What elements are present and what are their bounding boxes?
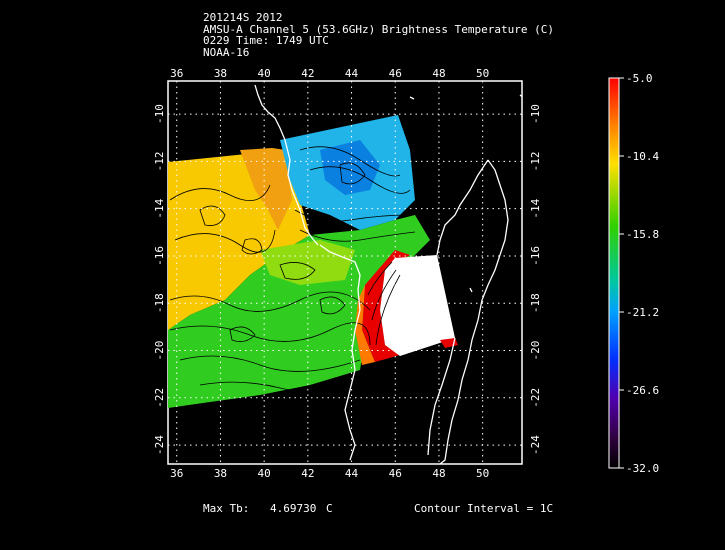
lon-tick-top: 38 [214, 67, 227, 80]
lon-tick-bottom: 48 [432, 467, 445, 480]
lon-tick-top: 40 [258, 67, 271, 80]
lon-tick-bottom: 42 [301, 467, 314, 480]
lon-tick-top: 36 [170, 67, 183, 80]
lat-tick-left: -12 [153, 151, 166, 171]
colorbar-label: -5.0 [626, 72, 653, 85]
coastlines [254, 84, 522, 464]
max-tb-unit: C [326, 502, 333, 515]
lon-tick-bottom: 40 [258, 467, 271, 480]
lon-tick-bottom: 44 [345, 467, 359, 480]
lat-tick-right: -24 [529, 435, 542, 455]
lon-tick-top: 48 [432, 67, 445, 80]
lat-tick-right: -14 [529, 198, 542, 218]
lat-tick-left: -10 [153, 104, 166, 124]
lat-tick-right: -12 [529, 151, 542, 171]
lon-tick-top: 42 [301, 67, 314, 80]
swath-orange-region [240, 148, 292, 230]
colorbar-labels: -5.0 -10.4 -15.8 -21.2 -26.6 -32.0 [619, 72, 659, 475]
contour-interval: Contour Interval = 1C [414, 502, 554, 515]
swath-darkblue-core [320, 140, 380, 195]
lon-tick-top: 44 [345, 67, 359, 80]
title-satellite: NOAA-16 [203, 45, 250, 59]
swath-green-region [168, 215, 430, 408]
lat-tick-right: -22 [529, 388, 542, 408]
colorbar-label: -26.6 [626, 384, 659, 397]
colorbar-label: -32.0 [626, 462, 659, 475]
axis-tick-labels: 36 36 38 38 40 40 42 42 44 44 46 46 48 48 50 50 -10 -10 -1… [153, 67, 542, 480]
lat-tick-right: -10 [529, 104, 542, 124]
colorbar-label: -15.8 [626, 228, 659, 241]
title-time: 0229 Time: 1749 UTC [203, 34, 329, 47]
lat-tick-left: -18 [153, 293, 166, 313]
lon-tick-bottom: 38 [214, 467, 227, 480]
lat-tick-left: -20 [153, 341, 166, 361]
lat-lon-grid [168, 81, 522, 464]
max-tb-value: 4.69730 [270, 502, 317, 515]
colorbar-label: -10.4 [626, 150, 659, 163]
lat-tick-left: -22 [153, 388, 166, 408]
title-storm-id: 201214S 2012 [203, 11, 283, 24]
lat-tick-right: -20 [529, 341, 542, 361]
swath-white-max-region [380, 255, 455, 356]
title-product: AMSU-A Channel 5 (53.6GHz) Brightness Te… [203, 22, 554, 36]
title-block: 201214S 2012 AMSU-A Channel 5 (53.6GHz) … [203, 12, 554, 58]
lat-tick-left: -16 [153, 246, 166, 266]
lat-tick-left: -24 [153, 435, 166, 455]
lat-tick-right: -18 [529, 293, 542, 313]
lon-tick-bottom: 46 [389, 467, 402, 480]
lon-tick-bottom: 36 [170, 467, 183, 480]
contour-lines [169, 146, 416, 392]
colorbar [608, 77, 620, 469]
colorbar-label: -21.2 [626, 306, 659, 319]
lat-tick-right: -16 [529, 246, 542, 266]
lon-tick-top: 46 [389, 67, 402, 80]
max-tb-label: Max Tb: [203, 502, 250, 515]
swath-red-edge [362, 250, 410, 362]
lat-tick-left: -14 [153, 198, 166, 218]
lon-tick-bottom: 50 [476, 467, 489, 480]
lon-tick-top: 50 [476, 67, 489, 80]
